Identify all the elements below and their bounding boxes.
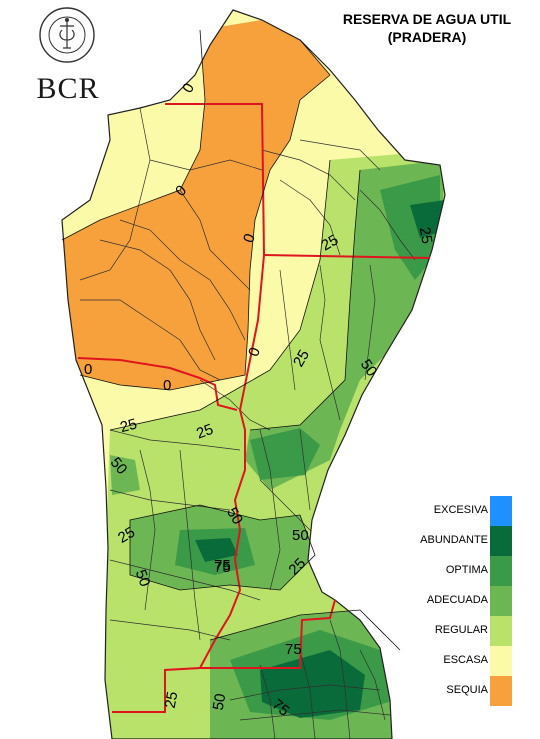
contour-label: 25 <box>290 347 313 370</box>
legend-label: ADECUADA <box>426 594 488 606</box>
contour-label: 25 <box>318 231 341 254</box>
contour-label: 75 <box>285 641 302 658</box>
legend-label: ABUNDANTE <box>420 534 488 546</box>
legend-row: REGULAR <box>400 616 540 646</box>
contour-label: 0 <box>84 361 92 378</box>
contour-label: 25 <box>115 524 138 547</box>
legend-row: SEQUIA <box>400 676 540 706</box>
legend-label: OPTIMA <box>445 564 488 576</box>
legend-swatch <box>490 496 512 526</box>
legend-row: OPTIMA <box>400 556 540 586</box>
contour-label: 75 <box>214 559 231 576</box>
legend-swatch <box>490 556 512 586</box>
contour-label: 25 <box>416 226 436 245</box>
title-line-2: (PRADERA) <box>387 29 467 45</box>
map-title: RESERVA DE AGUA UTIL (PRADERA) <box>312 10 540 46</box>
legend-row: ESCASA <box>400 646 540 676</box>
legend-swatch <box>490 526 512 556</box>
contour-label: 0 <box>163 377 171 394</box>
contour-label: 25 <box>162 690 182 709</box>
contour-label: 25 <box>194 421 215 443</box>
seal-icon <box>39 7 95 63</box>
contour-label: 50 <box>292 527 309 544</box>
legend-row: EXCESIVA <box>400 496 540 526</box>
legend-label: EXCESIVA <box>433 504 488 516</box>
legend-row: ABUNDANTE <box>400 526 540 556</box>
legend-label: SEQUIA <box>446 684 488 696</box>
logo-text: BCR <box>36 72 100 105</box>
legend-label: REGULAR <box>434 624 488 636</box>
legend-row: ADECUADA <box>400 586 540 616</box>
contour-label: 75 <box>214 557 231 574</box>
contour-labels: 0 0 0 0 0 0 25 25 25 25 25 25 25 25 50 5… <box>84 80 435 719</box>
contour-label: 50 <box>210 692 230 711</box>
contour-label: 50 <box>357 356 380 379</box>
bcr-logo: BCR <box>28 6 108 106</box>
contour-label: 50 <box>132 567 154 588</box>
legend-swatch <box>490 586 512 616</box>
contour-label: 25 <box>118 416 139 437</box>
legend-swatch <box>490 616 512 646</box>
title-line-1: RESERVA DE AGUA UTIL <box>342 11 512 27</box>
legend-label: ESCASA <box>443 654 488 666</box>
legend-swatch <box>490 676 512 706</box>
contour-label: 50 <box>223 505 246 528</box>
legend-swatch <box>490 646 512 676</box>
